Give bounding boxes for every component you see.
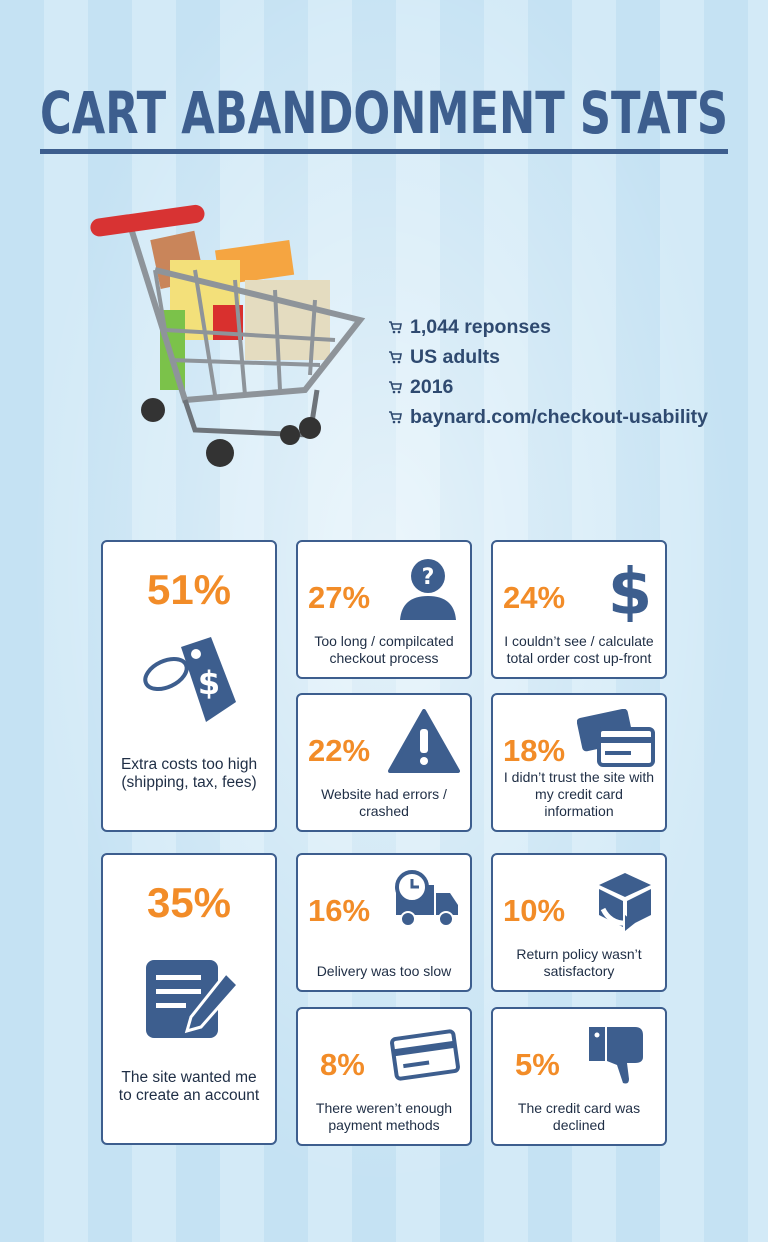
stat-card: 27% ? Too long / compilcated checkout pr… xyxy=(296,540,472,679)
thumbs-down-icon xyxy=(589,1027,643,1084)
cart-illustration xyxy=(90,204,366,467)
survey-facts: 1,044 reponses US adults 2016 baynard.co… xyxy=(388,312,708,432)
cart-bullet xyxy=(389,381,402,394)
stat-percent: 24% xyxy=(503,580,566,615)
survey-item: US adults xyxy=(388,342,708,372)
warning-icon xyxy=(388,709,460,773)
stat-card: 10% Return policy wasn’t satisfactory xyxy=(491,853,667,992)
stat-percent: 35% xyxy=(146,879,232,926)
cart-bullet xyxy=(389,321,402,334)
stat-percent: 16% xyxy=(308,893,371,928)
svg-text:?: ? xyxy=(422,565,435,590)
survey-item: baynard.com/checkout-usability xyxy=(388,402,708,432)
stat-label: Website had errors / crashed xyxy=(321,786,447,819)
stat-card: 5% The credit card was declined xyxy=(491,1007,667,1146)
stat-label: Too long / compilcated checkout process xyxy=(314,633,454,666)
stat-percent: 8% xyxy=(320,1047,365,1082)
stat-percent: 51% xyxy=(146,566,232,613)
stat-card: 8% There weren’t enough payment methods xyxy=(296,1007,472,1146)
stat-label: I couldn’t see / calculate total order c… xyxy=(504,633,654,666)
price-tag-icon: $ xyxy=(143,637,236,722)
form-pen-icon xyxy=(146,960,241,1038)
dollar-icon: $ xyxy=(608,556,653,622)
stat-label: Return policy wasn’t satisfactory xyxy=(516,946,642,979)
stat-label: Extra costs too high (shipping, tax, fee… xyxy=(120,756,258,791)
title-rule xyxy=(40,149,728,154)
stat-percent: 5% xyxy=(515,1047,560,1082)
question-person-icon: ? xyxy=(400,559,456,620)
survey-text: US adults xyxy=(410,346,500,368)
svg-text:$: $ xyxy=(198,664,220,702)
header: CART ABANDONMENT STATS xyxy=(40,79,728,154)
svg-text:$: $ xyxy=(608,556,653,622)
stat-label: Delivery was too slow xyxy=(316,963,452,979)
stat-card: 22% Website had errors / crashed xyxy=(296,693,472,832)
credit-cards-icon xyxy=(577,709,655,767)
stat-percent: 18% xyxy=(503,733,566,768)
stat-card: 35% The site wanted me to create an acco… xyxy=(101,853,277,1145)
stat-card: 16% Delivery was too slow xyxy=(296,853,472,992)
cart-bullet xyxy=(389,411,402,424)
stat-label: There weren’t enough payment methods xyxy=(315,1100,453,1133)
cart-bullet xyxy=(389,351,402,364)
return-box-icon xyxy=(599,873,651,931)
stat-label: The credit card was declined xyxy=(517,1100,641,1133)
stat-card: 18% I didn’t trust the site with my cred… xyxy=(491,693,667,832)
stat-percent: 27% xyxy=(308,580,371,615)
survey-item: 1,044 reponses xyxy=(388,312,708,342)
stat-card: 51% $ Extra costs too high (shipping, ta… xyxy=(101,540,277,832)
survey-text: 1,044 reponses xyxy=(410,316,551,338)
stat-card: 24% $ I couldn’t see / calculate total o… xyxy=(491,540,667,679)
survey-text: 2016 xyxy=(410,376,454,398)
stat-percent: 10% xyxy=(503,893,566,928)
delivery-truck-icon xyxy=(395,870,458,927)
title: CART ABANDONMENT STATS xyxy=(40,79,728,147)
credit-card-icon xyxy=(390,1029,460,1081)
stat-percent: 22% xyxy=(308,733,371,768)
stat-label: The site wanted me to create an account xyxy=(118,1069,260,1104)
survey-text: baynard.com/checkout-usability xyxy=(410,406,708,428)
survey-item: 2016 xyxy=(388,372,708,402)
stat-label: I didn’t trust the site with my credit c… xyxy=(503,769,655,819)
